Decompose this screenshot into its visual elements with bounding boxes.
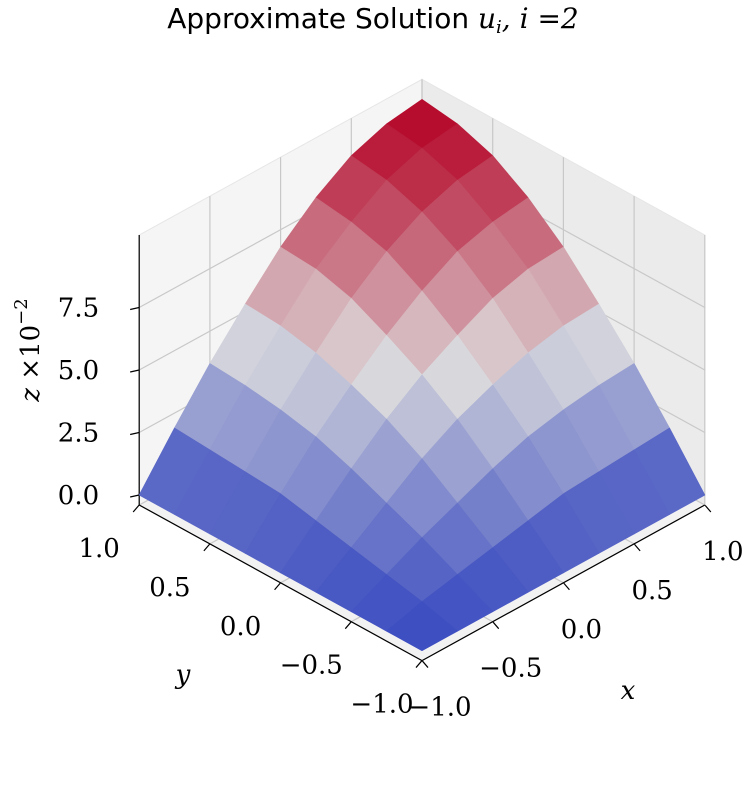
x-tick (704, 504, 712, 513)
y-axis-label: y (175, 660, 191, 690)
z-tick (130, 431, 140, 436)
axis-line (421, 504, 706, 662)
x-tick-label: 0.0 (561, 615, 602, 645)
y-tick-label: −0.5 (280, 651, 343, 681)
title-rest: , i =2 (502, 2, 579, 35)
x-axis-label: x (621, 676, 636, 706)
y-tick (274, 582, 282, 591)
z-label-var: z (16, 388, 46, 403)
z-label-exponent: −2 (11, 298, 32, 325)
x-tick (562, 582, 570, 591)
title-text: Approximate Solution (167, 2, 469, 35)
surface-patch (386, 601, 458, 651)
y-tick-label: 1.0 (78, 534, 119, 564)
chart-title: Approximate Solution ui, i =2 (167, 2, 578, 39)
z-tick (130, 369, 140, 373)
z-tick (130, 494, 140, 498)
y-tick (203, 543, 211, 552)
z-tick (130, 306, 140, 311)
y-tick (344, 621, 352, 630)
y-tick-label: −1.0 (350, 690, 413, 720)
z-tick-label: 0.0 (58, 481, 99, 511)
y-tick (132, 504, 140, 513)
x-tick (492, 621, 500, 630)
z-tick-label: 2.5 (58, 419, 99, 449)
y-tick-label: 0.0 (220, 612, 261, 642)
title-sub: i (496, 17, 502, 38)
x-tick-label: −0.5 (479, 654, 542, 684)
title-math: u (478, 2, 496, 35)
x-tick-label: 0.5 (631, 576, 672, 606)
z-tick-label: 5.0 (58, 356, 99, 386)
x-tick-label: −1.0 (408, 693, 471, 723)
z-tick-label: 7.5 (58, 294, 99, 324)
axis-line (138, 504, 423, 662)
x-tick (633, 543, 641, 552)
x-tick (421, 660, 429, 668)
y-tick-label: 0.5 (149, 573, 190, 603)
x-tick-label: 1.0 (702, 537, 743, 567)
z-axis-label: z ×10−2 (11, 298, 46, 402)
y-tick (415, 660, 423, 668)
z-label-offset: ×10 (16, 325, 46, 380)
